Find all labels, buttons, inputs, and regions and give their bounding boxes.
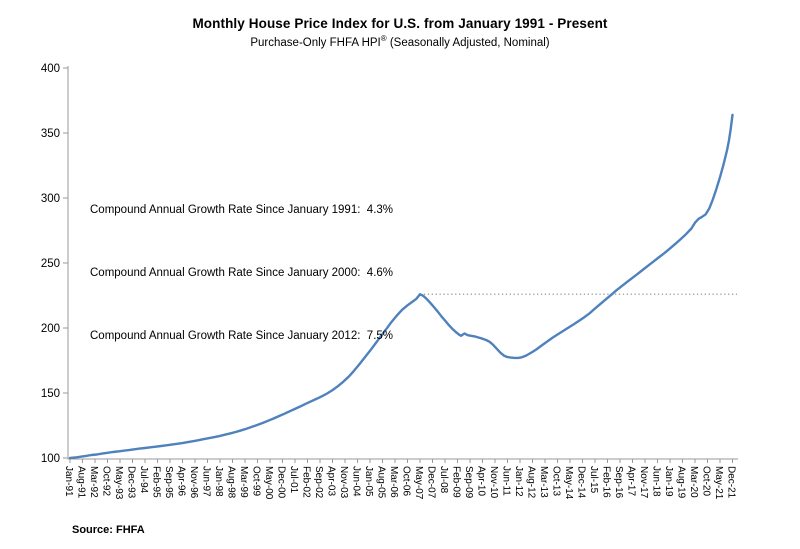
cagr-annotations: Compound Annual Growth Rate Since Januar… (90, 158, 393, 368)
x-tick-label: Mar-99 (238, 466, 249, 498)
x-tick-label: Aug-19 (676, 466, 687, 499)
x-tick-label: Jun-18 (651, 466, 662, 497)
x-tick-label: Mar-06 (388, 466, 399, 498)
y-tick-label: 200 (41, 323, 60, 335)
y-tick-label: 150 (41, 388, 60, 400)
y-tick-label: 300 (41, 193, 60, 205)
x-tick-label: Mar-92 (88, 466, 99, 498)
x-tick-label: Sep-02 (313, 466, 324, 499)
y-tick-label: 100 (41, 453, 60, 465)
x-tick-label: Nov-96 (188, 466, 199, 499)
x-tick-label: Oct-06 (401, 466, 412, 496)
x-tick-label: Jan-98 (213, 466, 224, 497)
x-tick-label: May-00 (263, 466, 274, 500)
x-tick-label: Aug-98 (226, 466, 237, 499)
cagr-annotation-2012: Compound Annual Growth Rate Since Januar… (90, 330, 394, 342)
x-tick-label: May-21 (713, 466, 724, 500)
cagr-annotation-1991: Compound Annual Growth Rate Since Januar… (90, 204, 394, 216)
x-tick-label: Feb-95 (151, 466, 162, 498)
x-tick-label: Dec-00 (276, 466, 287, 499)
x-tick-label: Dec-07 (426, 466, 437, 499)
x-tick-label: Jun-97 (201, 466, 212, 497)
x-tick-label: Sep-95 (163, 466, 174, 499)
x-tick-label: May-07 (413, 466, 424, 500)
x-tick-label: Aug-05 (376, 466, 387, 499)
hpi-series-line (68, 113, 734, 460)
x-tick-label: Sep-16 (613, 466, 624, 499)
x-tick-label: Jan-91 (63, 466, 74, 497)
x-tick-label: Jun-04 (351, 466, 362, 497)
x-tick-label: Jan-19 (663, 466, 674, 497)
x-tick-label: Jul-01 (288, 466, 299, 494)
x-tick-label: Apr-17 (626, 466, 637, 496)
registered-trademark-symbol: ® (380, 34, 387, 44)
x-tick-label: Oct-13 (551, 466, 562, 496)
x-tick-label: Feb-09 (451, 466, 462, 498)
x-tick-label: Nov-10 (488, 466, 499, 499)
x-tick-label: Nov-17 (638, 466, 649, 499)
y-tick-label: 350 (41, 128, 60, 140)
subtitle-text: Purchase-Only FHFA HPI (250, 37, 381, 49)
x-tick-label: Jan-05 (363, 466, 374, 497)
chart-title: Monthly House Price Index for U.S. from … (192, 16, 608, 31)
x-tick-label: Dec-14 (576, 466, 587, 499)
source-credit: Source: FHFA (72, 524, 145, 536)
x-tick-label: Jun-11 (501, 466, 512, 496)
x-tick-label: Jul-94 (138, 466, 149, 494)
x-tick-label: Feb-02 (301, 466, 312, 498)
x-tick-label: Jul-15 (588, 466, 599, 494)
x-tick-label: Apr-10 (476, 466, 487, 496)
x-tick-label: May-14 (563, 466, 574, 500)
x-tick-label: Apr-96 (176, 466, 187, 496)
x-tick-label: Dec-93 (126, 466, 137, 499)
x-tick-label: Feb-16 (601, 466, 612, 498)
x-tick-label: Oct-99 (251, 466, 262, 496)
x-tick-label: Mar-13 (538, 466, 549, 498)
x-tick-label: Aug-12 (526, 466, 537, 499)
x-tick-label: May-93 (113, 466, 124, 500)
x-tick-label: Oct-20 (701, 466, 712, 496)
y-tick-label: 400 (41, 63, 60, 75)
x-tick-label: Sep-09 (463, 466, 474, 499)
x-tick-label: Mar-20 (688, 466, 699, 498)
y-tick-label: 250 (41, 258, 60, 270)
axis-lines (67, 66, 738, 460)
x-tick-label: Dec-21 (726, 466, 737, 499)
x-tick-label: Apr-03 (326, 466, 337, 496)
x-tick-label: Jan-12 (513, 466, 524, 497)
chart-subtitle: Purchase-Only FHFA HPI® (Seasonally Adju… (0, 34, 800, 49)
x-tick-label: Jul-08 (438, 466, 449, 494)
x-tick-label: Nov-03 (338, 466, 349, 499)
x-tick-label: Oct-92 (101, 466, 112, 496)
subtitle-suffix: (Seasonally Adjusted, Nominal) (386, 37, 550, 49)
x-tick-label: Aug-91 (76, 466, 87, 499)
cagr-annotation-2000: Compound Annual Growth Rate Since Januar… (90, 267, 394, 279)
